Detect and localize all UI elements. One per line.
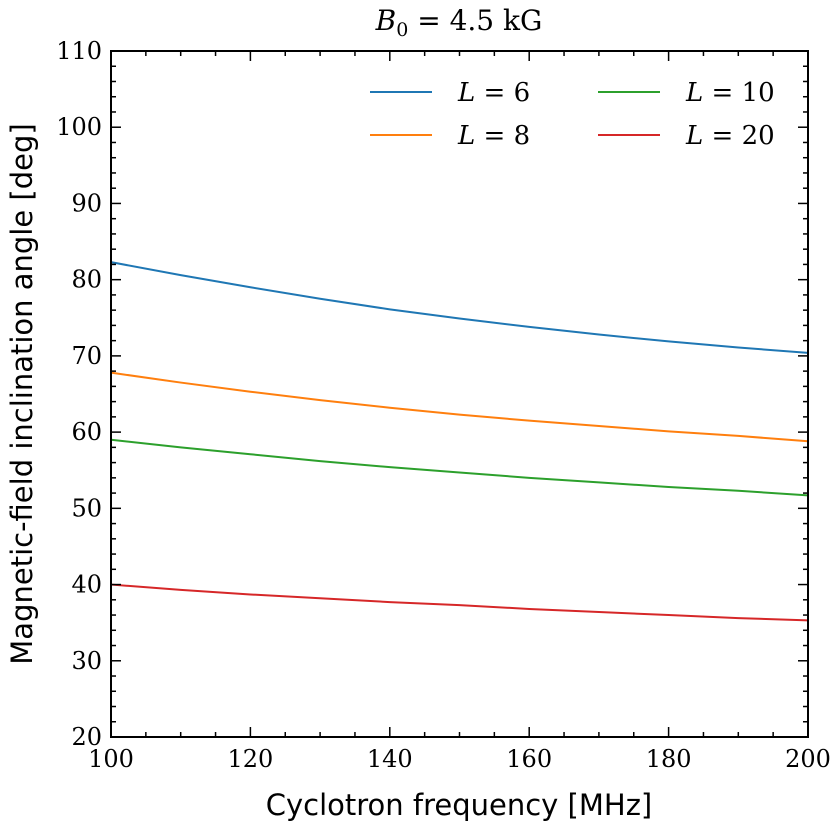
legend-label: L = 10 — [685, 78, 775, 108]
y-tick-label: 20 — [71, 723, 102, 751]
y-tick-label: 90 — [71, 189, 102, 217]
y-tick-label: 80 — [71, 266, 102, 294]
title-subscript: 0 — [396, 19, 408, 41]
x-tick-label: 200 — [785, 745, 830, 773]
y-tick-label: 70 — [71, 342, 102, 370]
title-text: B0 = 4.5 kG — [375, 4, 543, 41]
y-axis-label: Magnetic-field inclination angle [deg] — [5, 123, 39, 664]
x-tick-label: 160 — [506, 745, 552, 773]
series-layer — [110, 261, 809, 622]
legend-label: L = 20 — [685, 121, 775, 151]
x-axis-label: Cyclotron frequency [MHz] — [266, 788, 653, 822]
axis-ticks: 100 120 140 160 180 200 20 30 40 50 60 70 80 90 100 110 — [56, 37, 830, 773]
series-line-l-20 — [110, 583, 809, 622]
legend-entry: L = 10 — [598, 78, 775, 108]
y-tick-label: 40 — [71, 571, 102, 599]
x-tick-label: 100 — [88, 745, 134, 773]
legend-entry: L = 6 — [370, 78, 530, 108]
x-tick-label: 120 — [227, 745, 273, 773]
legend-entry: L = 8 — [370, 121, 530, 151]
plot-frame — [110, 50, 809, 738]
y-tick-label: 60 — [71, 418, 102, 446]
y-tick-label: 30 — [71, 647, 102, 675]
legend-label: L = 8 — [457, 121, 530, 151]
title-symbol: B — [375, 4, 397, 37]
series-line-l-6 — [110, 261, 809, 354]
y-tick-label: 50 — [71, 494, 102, 522]
title-rest: = 4.5 kG — [408, 4, 542, 37]
chart-title: B0 = 4.5 kG — [375, 4, 543, 41]
x-tick-label: 180 — [646, 745, 692, 773]
series-line-l-10 — [110, 438, 809, 497]
y-tick-label: 110 — [56, 37, 102, 65]
legend-entry: L = 20 — [598, 121, 775, 151]
legend-label: L = 6 — [457, 78, 530, 108]
y-tick-label: 100 — [56, 113, 102, 141]
series-line-l-8 — [110, 371, 809, 443]
x-tick-label: 140 — [367, 745, 413, 773]
legend: L = 6 L = 8 L = 10 L = 20 — [370, 78, 775, 151]
